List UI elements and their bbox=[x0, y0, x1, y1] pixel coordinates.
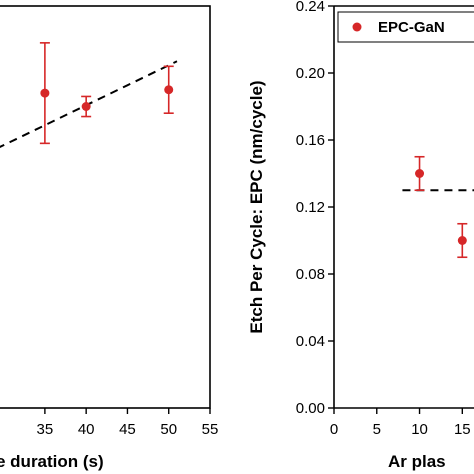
right-x-tick-label: 10 bbox=[411, 421, 428, 438]
right-axis-ticks: 0 5 10 15 0.00 0.04 0.08 0.12 0.16 0.20 0.24 bbox=[296, 0, 471, 438]
right-y-axis-title: Etch Per Cycle: EPC (nm/cycle) bbox=[247, 80, 266, 333]
right-x-tick-label: 5 bbox=[373, 421, 381, 438]
legend-entry-epc-gan: EPC-GaN bbox=[378, 19, 445, 36]
left-plot-frame bbox=[0, 5, 211, 409]
left-panel: 35 40 45 50 55 e duration (s) bbox=[0, 5, 219, 471]
right-data-marks bbox=[402, 155, 474, 259]
right-y-tick-label: 0.12 bbox=[296, 199, 325, 216]
left-x-tick-label: 45 bbox=[119, 421, 136, 438]
left-x-tick-label: 50 bbox=[160, 421, 177, 438]
right-y-tick-label: 0.08 bbox=[296, 266, 325, 283]
left-data-point bbox=[81, 102, 91, 111]
right-data-point bbox=[457, 236, 467, 245]
left-data-marks bbox=[0, 42, 178, 149]
legend-marker bbox=[352, 22, 362, 32]
right-y-tick-label: 0.16 bbox=[296, 132, 325, 149]
right-x-tick-label: 0 bbox=[330, 421, 338, 438]
right-y-tick-label: 0.24 bbox=[296, 0, 325, 15]
left-x-tick-label: 55 bbox=[202, 421, 219, 438]
right-panel: 0 5 10 15 0.00 0.04 0.08 0.12 0.16 0.20 0.24 Ar pl… bbox=[247, 0, 474, 471]
right-y-tick-label: 0.20 bbox=[296, 65, 325, 82]
right-x-tick-label: 15 bbox=[454, 421, 471, 438]
left-x-ticks: 35 40 45 50 55 bbox=[37, 408, 219, 438]
left-data-point bbox=[40, 88, 50, 98]
left-x-tick-label: 35 bbox=[37, 421, 54, 438]
left-x-tick-label: 40 bbox=[78, 421, 95, 438]
left-data-point bbox=[164, 85, 174, 95]
right-data-point bbox=[415, 169, 425, 178]
legend: EPC-GaN bbox=[337, 11, 474, 43]
right-y-tick-label: 0.00 bbox=[296, 400, 325, 417]
right-x-axis-title: Ar plas bbox=[388, 452, 446, 471]
right-y-tick-label: 0.04 bbox=[296, 333, 325, 350]
left-x-axis-title: e duration (s) bbox=[0, 452, 104, 471]
